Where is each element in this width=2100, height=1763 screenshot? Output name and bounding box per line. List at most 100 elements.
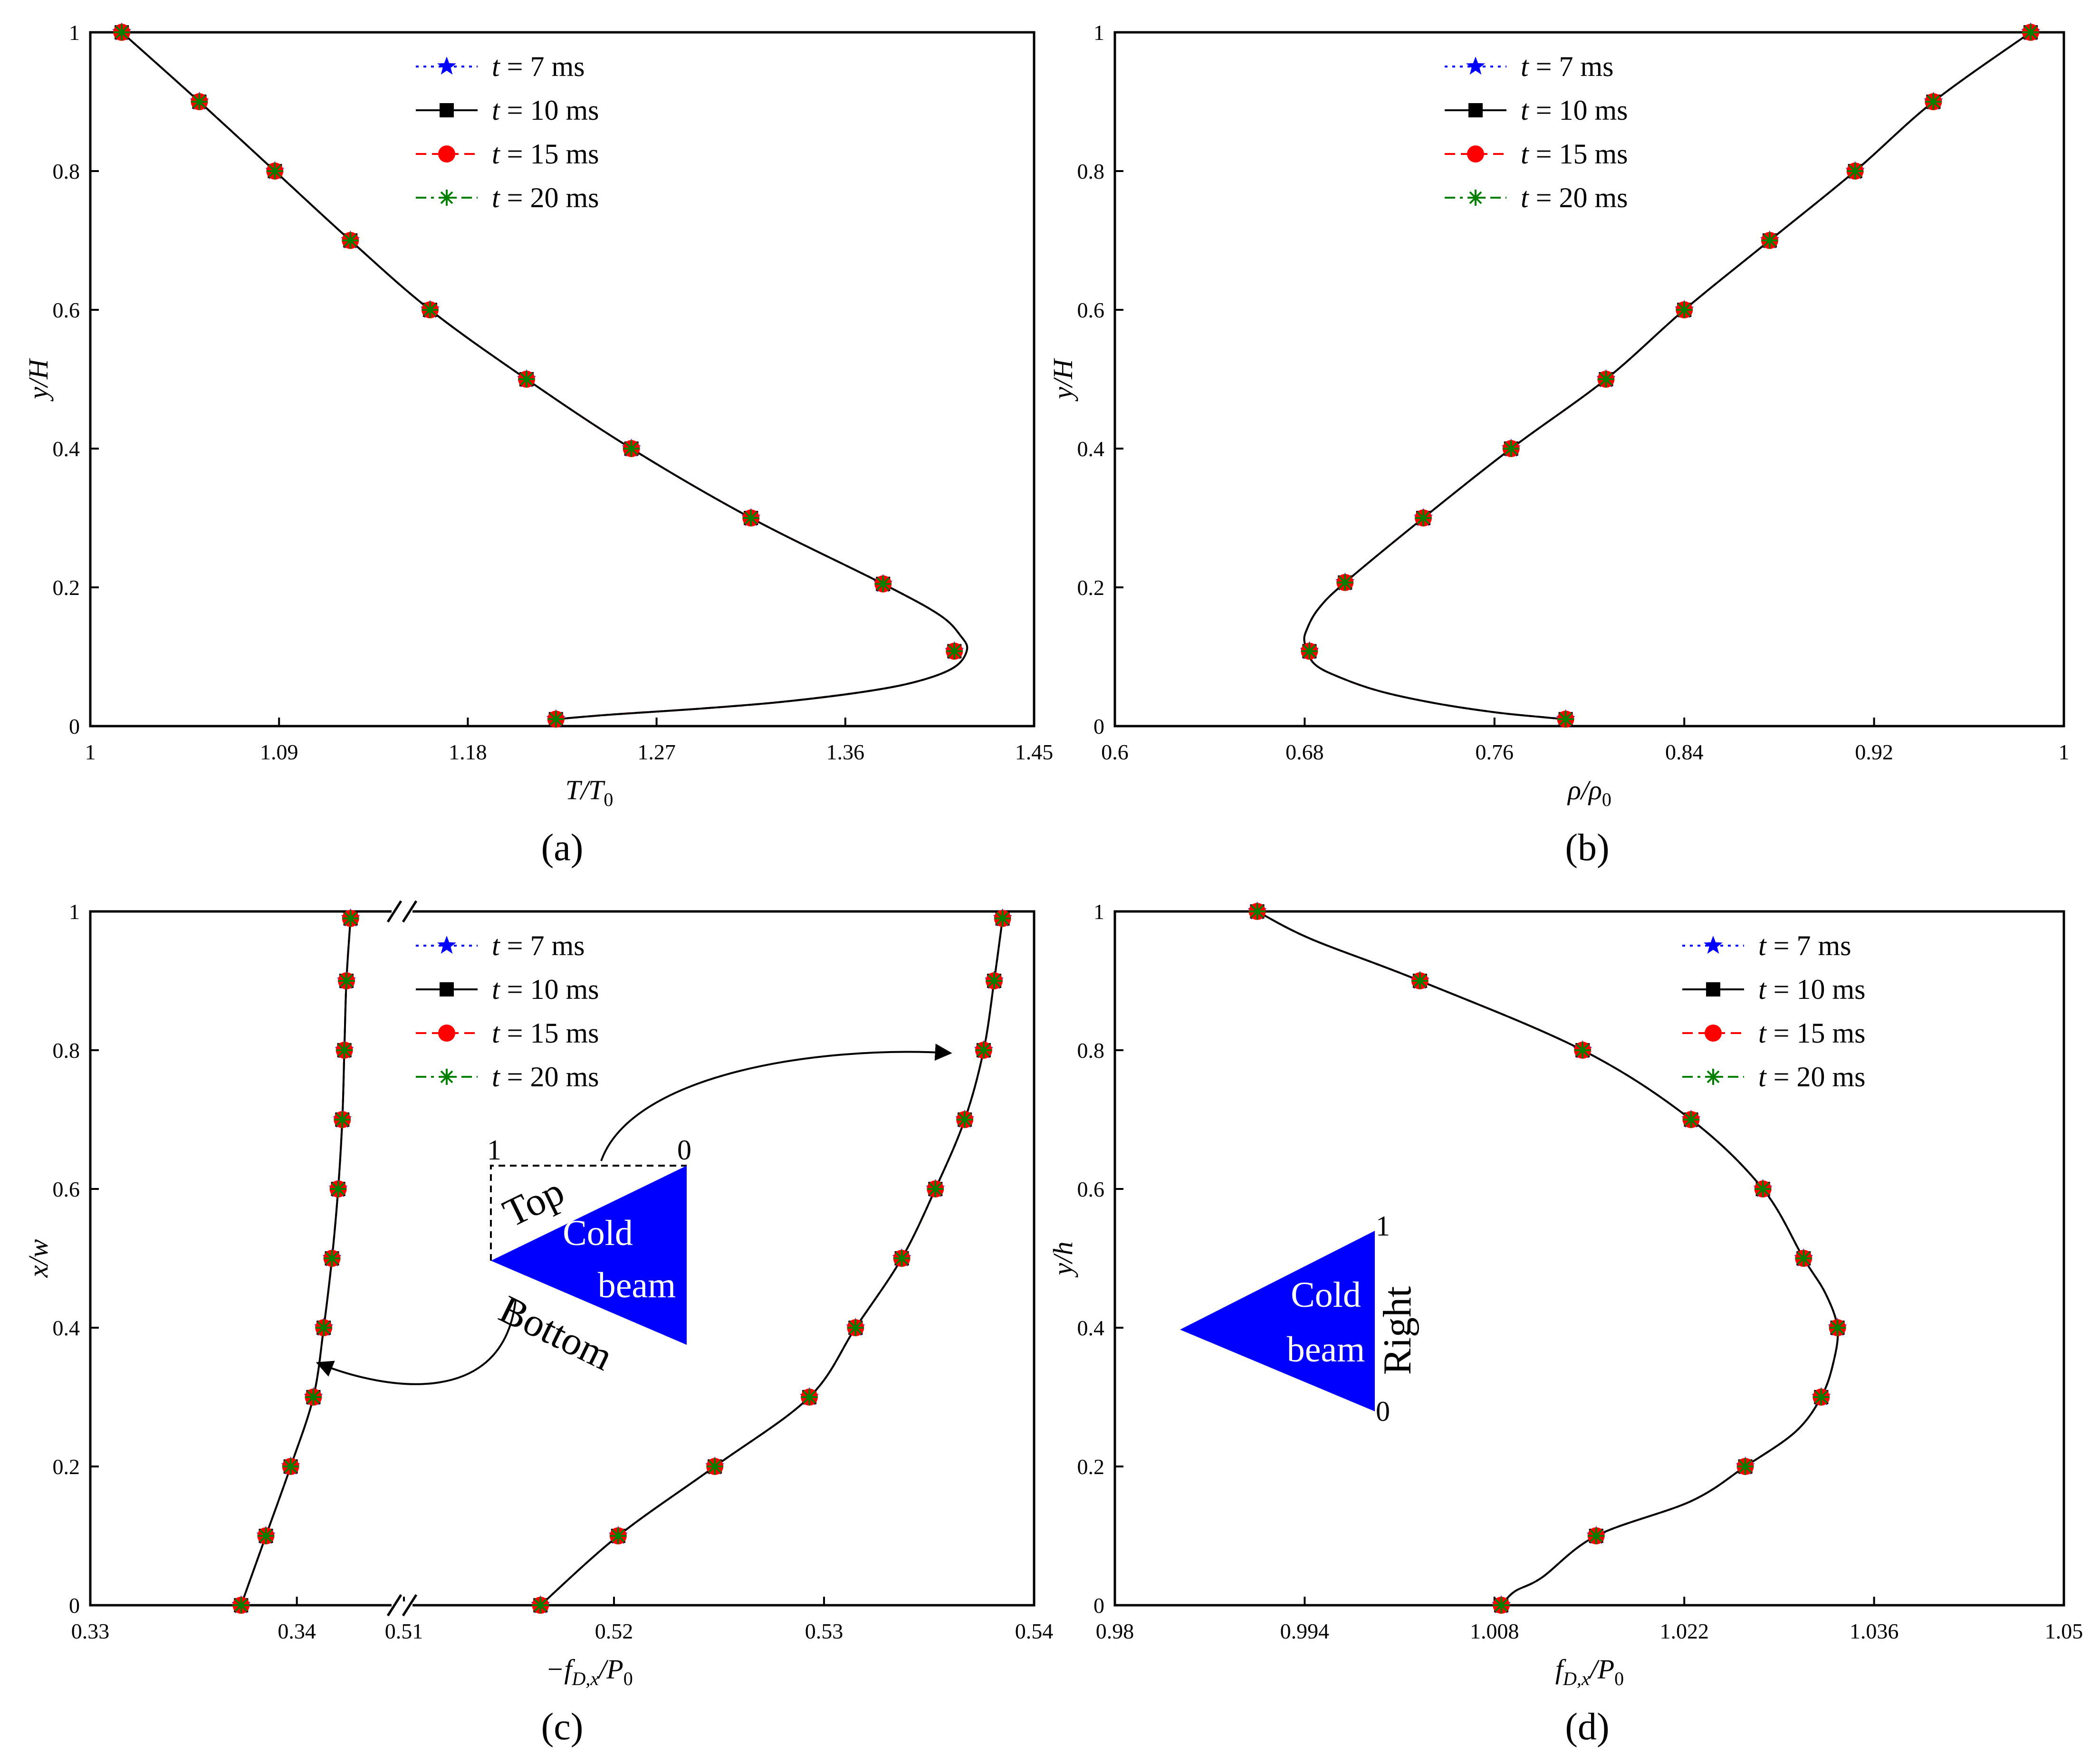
point-b-s4-9	[1301, 643, 1318, 660]
legend-marker-b-3	[1467, 190, 1484, 206]
x-tick-label-d-4: 1.036	[1850, 1619, 1899, 1643]
caption-c: (c)	[541, 1706, 584, 1748]
legend-entry-d-2: t = 15 ms	[1758, 1017, 1866, 1049]
y-tick-label-b-1: 0.2	[1077, 575, 1105, 600]
point-c-top-s4-3	[801, 1389, 818, 1405]
y-tick-label-b-5: 1	[1093, 20, 1104, 45]
point-a-s4-7	[743, 510, 759, 526]
inset-right-label: Right	[1375, 1286, 1419, 1375]
point-d-s4-10	[1493, 1597, 1510, 1613]
point-c-bottom-s4-5	[324, 1250, 340, 1266]
legend-marker-a-2	[438, 145, 455, 163]
x-axis-label-c: −fD,x/P0	[546, 1654, 633, 1689]
y-tick-label-b-0: 0	[1093, 714, 1104, 738]
point-d-s4-3	[1683, 1111, 1699, 1128]
x-tick-label-d-1: 0.994	[1280, 1619, 1330, 1643]
x-tick-label-a-4: 1.36	[826, 740, 865, 764]
legend-entry-c-0: t = 7 ms	[492, 930, 585, 961]
point-d-s4-0	[1249, 903, 1266, 920]
inset-tick-right-c: 0	[677, 1134, 691, 1166]
x-tick-label-d-0: 0.98	[1096, 1619, 1134, 1643]
panel-b: 0.6 0.68 0.76 0.84 0.92 1 0 0.2 0.4 0.6 0.8 1 t = 7…	[1047, 20, 2070, 869]
x-tick-label-b-5: 1	[2059, 740, 2070, 764]
x-tick-label-a-0: 1	[85, 740, 96, 764]
y-axis-label-a: y/H	[23, 358, 54, 402]
x-axis-label-a: T/T0	[566, 775, 614, 810]
point-d-s4-8	[1737, 1458, 1754, 1475]
legend-marker-c-3	[439, 1069, 455, 1085]
series-markers-d	[1247, 901, 1847, 1614]
legend-entry-c-3: t = 20 ms	[492, 1061, 599, 1092]
point-b-s4-5	[1598, 371, 1614, 387]
series-line-b-4	[1303, 31, 2032, 720]
legend-entry-a-1: t = 10 ms	[492, 95, 599, 126]
legend-entry-d-0: t = 7 ms	[1758, 930, 1851, 961]
series-line-a-4	[121, 31, 968, 720]
legend-marker-c-2	[438, 1025, 455, 1042]
y-tick-label-b-4: 0.8	[1077, 159, 1105, 183]
ticks-b: 0.6 0.68 0.76 0.84 0.92 1 0 0.2 0.4 0.6 0.8 1	[1077, 20, 2070, 764]
y-tick-label-a-4: 0.8	[53, 159, 80, 183]
y-tick-label-a-2: 0.4	[53, 437, 80, 461]
y-tick-label-a-0: 0	[69, 714, 80, 738]
x-tick-label-a-2: 1.18	[449, 740, 487, 764]
point-c-bottom-s4-4	[316, 1320, 332, 1336]
panel-d: 0.98 0.994 1.008 1.022 1.036 1.05 0 0.2 0.4 0.6 0.…	[1047, 900, 2083, 1748]
caption-b: (b)	[1565, 827, 1609, 869]
inset-beam-text-line1-d: Cold	[1291, 1275, 1361, 1315]
y-tick-label-d-3: 0.6	[1077, 1177, 1105, 1201]
point-b-s4-10	[1557, 711, 1574, 728]
point-d-s4-4	[1755, 1181, 1771, 1197]
point-a-s4-2	[267, 163, 283, 179]
point-b-s4-6	[1503, 441, 1519, 457]
series-lines-b	[1303, 31, 2032, 720]
legend-entry-b-1: t = 10 ms	[1521, 95, 1628, 126]
legend-marker-c-0	[437, 936, 456, 954]
inset-top-label: Top	[496, 1169, 571, 1236]
y-tick-label-c-5: 1	[69, 900, 80, 924]
legend-entry-d-1: t = 10 ms	[1758, 974, 1866, 1005]
point-c-top-s4-7	[957, 1111, 973, 1128]
point-c-bottom-s4-8	[336, 1042, 353, 1058]
point-a-s4-4	[422, 302, 438, 318]
plot-frame-b	[1113, 31, 2065, 728]
x-tick-label-b-3: 0.84	[1665, 740, 1704, 764]
legend-marker-b-0	[1466, 57, 1485, 75]
x-tick-label-d-5: 1.05	[2045, 1619, 2083, 1643]
x-tick-label-a-3: 1.27	[637, 740, 676, 764]
y-tick-label-d-0: 0	[1093, 1593, 1104, 1618]
y-tick-label-d-5: 1	[1093, 900, 1104, 924]
point-d-s4-5	[1795, 1250, 1812, 1266]
plot-frame-d	[1113, 910, 2065, 1607]
y-tick-label-a-1: 0.2	[53, 575, 80, 600]
point-c-top-s4-8	[975, 1042, 992, 1058]
axis-break-slash-1-0	[386, 1594, 403, 1617]
point-a-s4-1	[191, 94, 208, 110]
point-c-top-s4-5	[893, 1250, 910, 1266]
legend-entry-b-2: t = 15 ms	[1521, 138, 1628, 170]
legend-marker-a-1	[440, 103, 454, 117]
legend-entry-d-3: t = 20 ms	[1758, 1061, 1866, 1092]
point-a-s4-3	[342, 232, 359, 249]
panel-c: 0.33 0.34 0.51 0.52 0.53 0.54 0 0.2 0.4 0.6 0.8 1 t…	[23, 900, 1053, 1748]
series-markers-a	[112, 22, 964, 728]
inset-beam-text-line2-c: beam	[598, 1265, 676, 1305]
point-c-top-s4-4	[847, 1320, 864, 1336]
point-c-top-s4-1	[610, 1528, 626, 1544]
inset-beam-text-line1-c: Cold	[563, 1213, 633, 1253]
series-lines-d	[1256, 910, 1839, 1606]
y-tick-label-d-2: 0.4	[1077, 1316, 1105, 1340]
point-c-top-s4-2	[707, 1458, 723, 1475]
panel-a: 1 1.09 1.18 1.27 1.36 1.45 0 0.2 0.4 0.6 0.8 1 t = …	[23, 20, 1053, 869]
legend-d: t = 7 ms t = 10 ms t = 15 ms t = 20 ms	[1682, 930, 1866, 1092]
point-c-bottom-s4-1	[258, 1528, 274, 1544]
legend-entry-b-3: t = 20 ms	[1521, 182, 1628, 213]
point-c-top-s4-10	[994, 910, 1011, 927]
inset-top-surface-dashed	[490, 1165, 687, 1261]
inset-tick-left-c: 1	[487, 1134, 501, 1166]
point-b-s4-1	[1925, 94, 1942, 110]
series-lines-a	[121, 31, 968, 720]
y-tick-label-a-5: 1	[69, 20, 80, 45]
legend-marker-d-2	[1705, 1025, 1722, 1042]
